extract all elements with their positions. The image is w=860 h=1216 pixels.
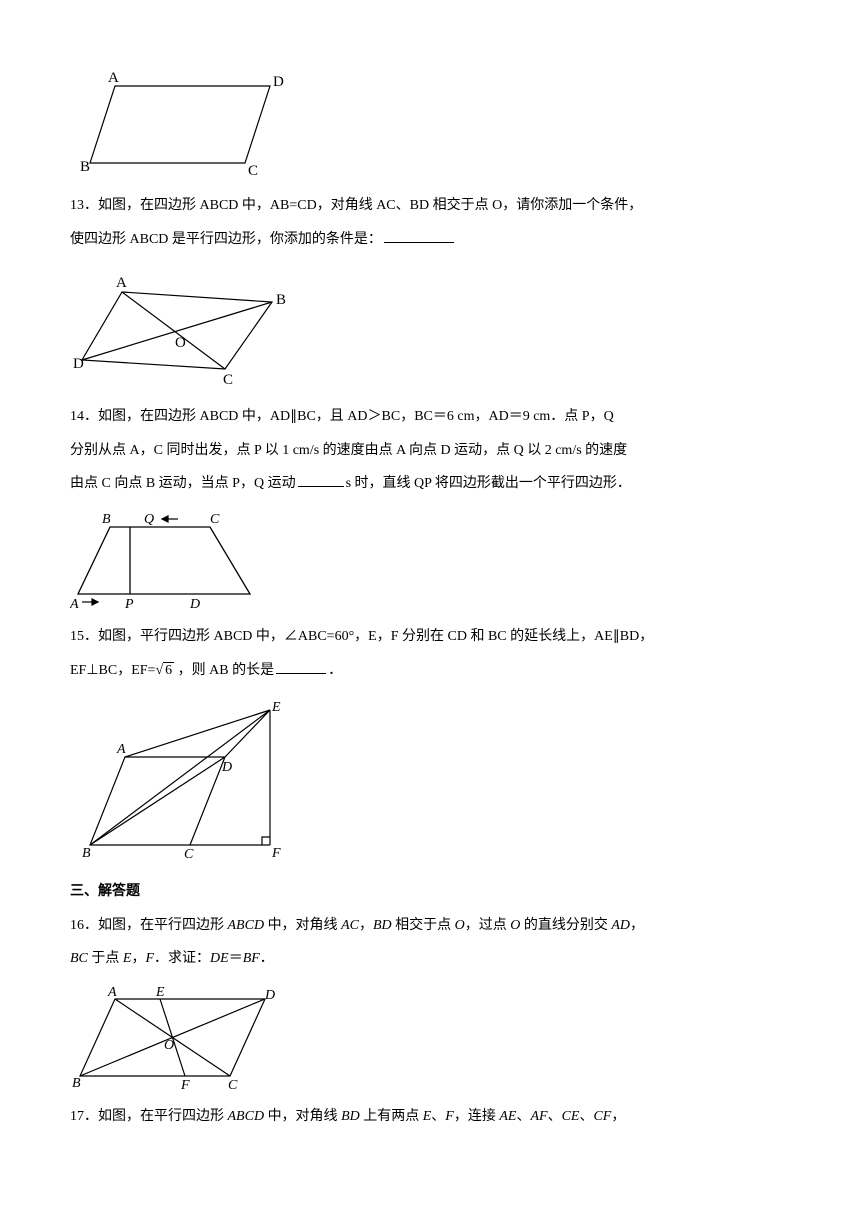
label-e: E — [271, 700, 281, 715]
label-a: A — [116, 275, 127, 291]
label-f: F — [180, 1078, 190, 1093]
q15-line1: 15．如图，平行四边形 ABCD 中，∠ABC=60°，E，F 分别在 CD 和… — [70, 620, 790, 654]
q15-blank[interactable] — [276, 659, 326, 674]
q14-line3: 由点 C 向点 B 运动，当点 P，Q 运动s 时，直线 QP 将四边形截出一个… — [70, 467, 790, 501]
q14-line1: 14．如图，在四边形 ABCD 中，AD∥BC，且 AD＞BC，BC＝6 cm，… — [70, 400, 790, 434]
label-q: Q — [144, 512, 154, 527]
label-b: B — [82, 846, 91, 861]
label-p: P — [124, 597, 134, 612]
label-d: D — [189, 597, 200, 612]
label-b: B — [72, 1076, 81, 1091]
label-d: D — [273, 74, 284, 90]
label-b: B — [276, 292, 286, 308]
label-a: A — [116, 742, 126, 757]
q14-line2: 分别从点 A，C 同时出发，点 P 以 1 cm/s 的速度由点 A 向点 D … — [70, 434, 790, 468]
q13-blank[interactable] — [384, 228, 454, 243]
label-c: C — [228, 1078, 238, 1093]
sqrt-icon: √6 — [155, 663, 174, 678]
label-b: B — [80, 159, 90, 175]
q16-line1: 16．如图，在平行四边形 ABCD 中，对角线 AC，BD 相交于点 O，过点 … — [70, 909, 790, 943]
q17-line1: 17．如图，在平行四边形 ABCD 中，对角线 BD 上有两点 E、F，连接 A… — [70, 1100, 790, 1134]
fig-q14: B Q C A P D — [70, 509, 790, 614]
q16-line2: BC 于点 E，F．求证：DE＝BF． — [70, 942, 790, 976]
q13-line2: 使四边形 ABCD 是平行四边形，你添加的条件是： — [70, 223, 790, 257]
fig-q13: A B D C O — [70, 274, 790, 394]
label-c: C — [248, 163, 258, 179]
label-d: D — [264, 988, 275, 1003]
fig-parallelogram-abcd: A D B C — [70, 68, 790, 183]
label-a: A — [108, 70, 119, 86]
label-a: A — [107, 985, 117, 1000]
q15-line2: EF⊥BC，EF=√6 ，则 AB 的长是． — [70, 654, 790, 688]
label-o: O — [164, 1038, 174, 1053]
fig-q16: A E D B F C O — [70, 984, 790, 1094]
label-d: D — [221, 760, 232, 775]
q13-line1: 13．如图，在四边形 ABCD 中，AB=CD，对角线 AC、BD 相交于点 O… — [70, 189, 790, 223]
label-b: B — [102, 512, 111, 527]
label-f: F — [271, 846, 281, 861]
label-c: C — [184, 847, 194, 862]
label-c: C — [210, 512, 220, 527]
q14-blank[interactable] — [298, 472, 344, 487]
label-a: A — [70, 597, 79, 612]
section-3-title: 三、解答题 — [70, 875, 790, 909]
fig-q15: A D E B C F — [70, 695, 790, 865]
label-c: C — [223, 372, 233, 388]
label-o: O — [175, 335, 186, 351]
label-d: D — [73, 356, 84, 372]
label-e: E — [155, 985, 165, 1000]
